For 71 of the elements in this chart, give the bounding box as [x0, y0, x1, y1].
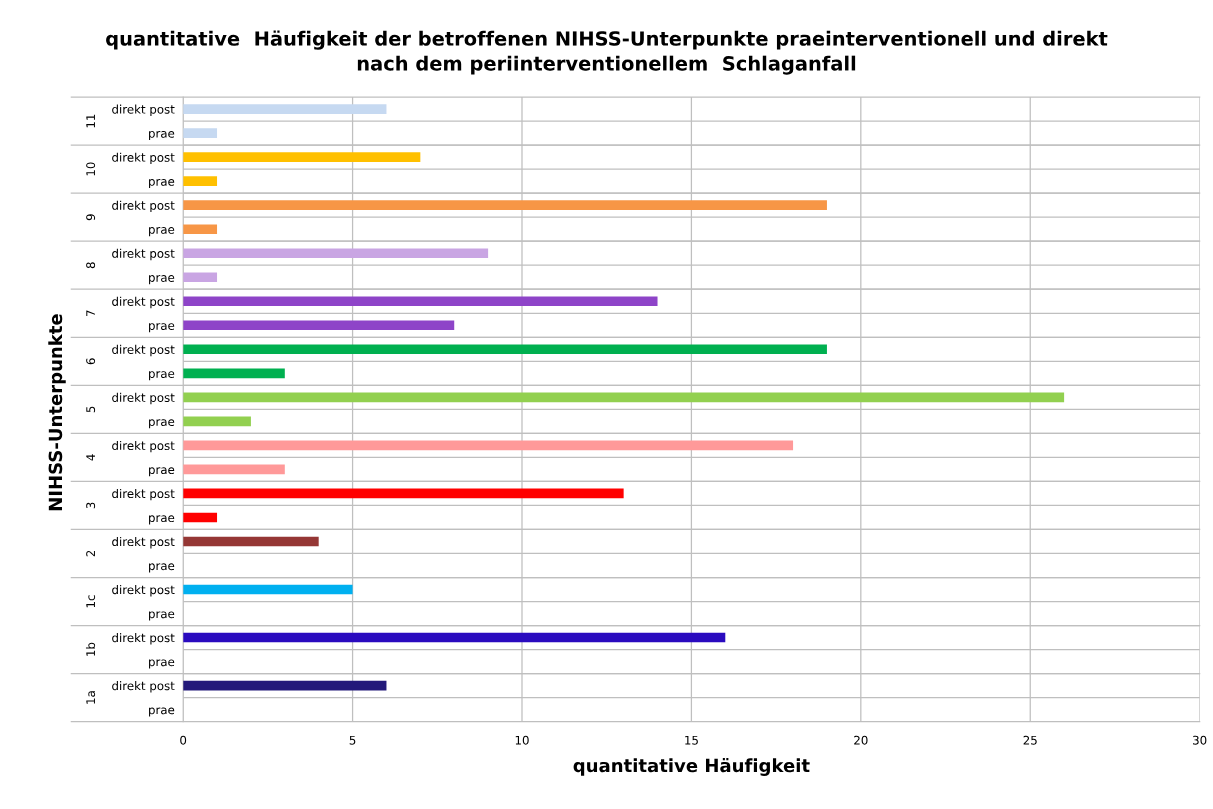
y-tick-label: direkt post	[112, 633, 175, 645]
y-tick-label: direkt post	[112, 681, 175, 693]
y-tick-label: direkt post	[112, 440, 175, 453]
y-axis-title: NIHSS-Unterpunkte	[48, 314, 66, 511]
y-tick-label: direkt post	[112, 152, 175, 165]
text: 11	[86, 114, 95, 128]
y-tick-label: direkt post	[112, 200, 175, 213]
y-tick-label: prae	[149, 419, 175, 429]
y-tick-label: direkt post	[112, 344, 175, 357]
x-tick-label: 30	[1193, 735, 1207, 745]
x-tick-label: 15	[685, 735, 698, 745]
y-tick-label: prae	[149, 275, 175, 285]
y-tick-label: prae	[149, 515, 175, 525]
y-tick-label: direkt post	[112, 392, 175, 405]
bar	[183, 128, 218, 138]
bar	[183, 584, 353, 595]
y-tick-label: direkt post	[112, 536, 175, 549]
x-tick-label: 10	[515, 735, 529, 745]
y-tick-label: direkt post	[112, 585, 175, 597]
text: 3	[86, 502, 96, 509]
text: 10	[86, 162, 96, 176]
y-tick-label: prae	[149, 323, 175, 333]
y-tick-label: direkt post	[112, 488, 175, 501]
bar	[183, 344, 827, 355]
x-tick-label: 5	[349, 735, 356, 745]
bar	[183, 320, 455, 331]
bar	[183, 536, 319, 547]
y-tick-label: prae	[149, 611, 175, 621]
bar	[183, 368, 285, 379]
bar	[183, 512, 218, 523]
bar	[183, 680, 387, 691]
y-tick-label: prae	[149, 659, 175, 669]
y-tick-label: prae	[149, 227, 175, 237]
x-axis-title: quantitative Häufigkeit	[573, 758, 810, 776]
text: 5	[86, 406, 96, 413]
bar	[183, 416, 251, 427]
x-tick-label: 0	[180, 735, 187, 745]
bar	[183, 224, 218, 234]
bar	[183, 152, 421, 162]
bar	[183, 272, 218, 283]
x-tick-label: 20	[854, 735, 868, 745]
bar	[183, 248, 489, 259]
y-tick-label: prae	[149, 179, 175, 189]
y-tick-label: prae	[149, 467, 175, 477]
bar	[183, 296, 658, 307]
bar	[183, 464, 285, 475]
bar	[183, 104, 387, 114]
y-tick-label: prae	[149, 563, 175, 573]
y-tick-label: prae	[149, 707, 175, 717]
text: 8	[86, 262, 96, 269]
text: 6	[86, 358, 96, 365]
text: 4	[86, 454, 95, 461]
bar	[183, 176, 218, 186]
bar	[183, 632, 726, 643]
text: 1c	[86, 595, 96, 608]
y-tick-label: direkt post	[112, 248, 175, 261]
text: 1a	[86, 691, 96, 704]
text: 1b	[85, 642, 96, 656]
y-tick-label: direkt post	[112, 296, 175, 309]
bar	[183, 440, 794, 451]
y-tick-label: prae	[149, 371, 175, 381]
y-tick-label: prae	[149, 130, 175, 141]
bar	[183, 488, 624, 499]
y-tick-label: direkt post	[112, 104, 175, 117]
text: 9	[86, 214, 96, 221]
x-tick-label: 25	[1023, 735, 1037, 745]
bar	[183, 392, 1065, 403]
chart-title: quantitative Häufigkeit der betroffenen NIHSS-Unterpunkte praeinterventionell und direkt nach dem periinterventionellem Schlaganfall	[106, 30, 1108, 75]
text: 2	[86, 550, 95, 557]
text: 7	[86, 310, 95, 317]
bar	[183, 200, 827, 210]
